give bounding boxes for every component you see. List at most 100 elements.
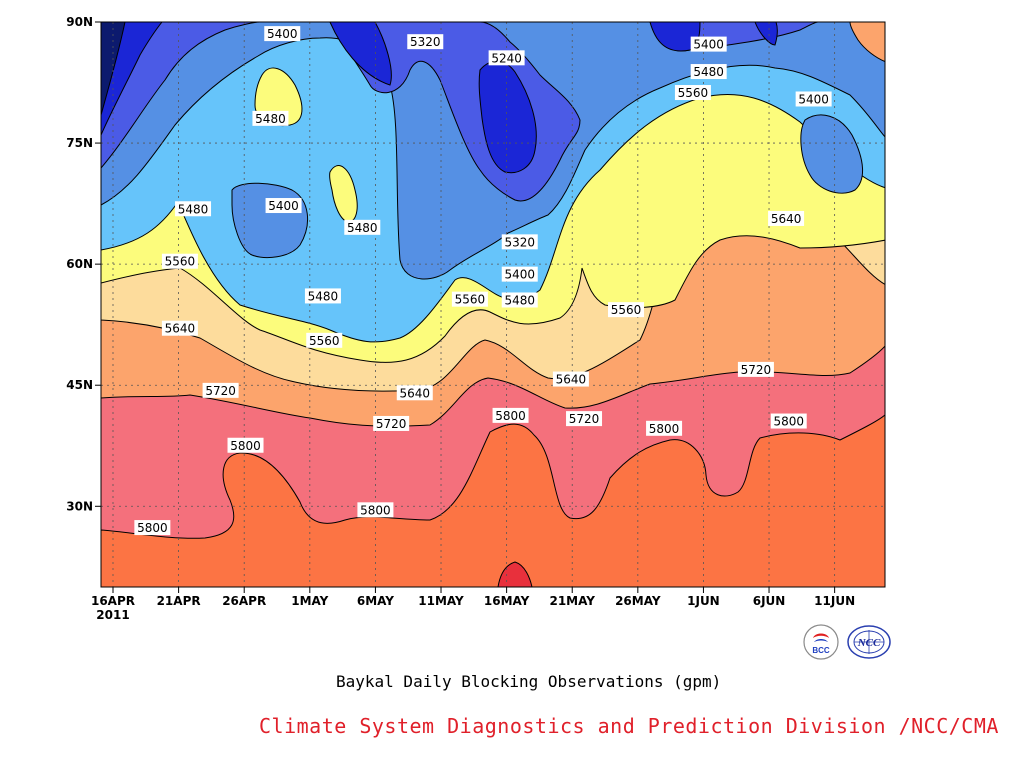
contour-label-text: 5720 (569, 412, 600, 426)
contour-label-text: 5480 (693, 65, 724, 79)
contour-label-text: 5800 (230, 439, 261, 453)
contour-label-text: 5720 (205, 384, 236, 398)
contour-label-text: 5480 (308, 289, 339, 303)
contour-label: 5320 (501, 234, 538, 250)
contour-label: 5800 (357, 502, 394, 518)
contour-label-bg (252, 110, 289, 126)
contour-label-text: 5640 (771, 212, 802, 226)
y-tick-label: 45N (66, 378, 93, 392)
contour-label-bg (161, 320, 198, 336)
contour-label: 5800 (134, 520, 171, 536)
bcc-logo-icon: BCC (803, 624, 839, 660)
contour-label-text: 5800 (649, 422, 680, 436)
contour-label: 5640 (396, 385, 433, 401)
contour-label-bg (770, 413, 807, 429)
contour-label-text: 5560 (678, 86, 709, 100)
contour-label-text: 5560 (611, 303, 642, 317)
island-5400-west (231, 182, 309, 258)
contour-label: 5720 (737, 361, 774, 377)
contour-label-text: 5800 (495, 409, 526, 423)
contour-label-bg (202, 382, 239, 398)
contour-label-bg (264, 26, 301, 42)
contour-label-text: 5800 (773, 415, 804, 429)
contour-label-bg (306, 332, 343, 348)
contour-label-bg (646, 420, 683, 436)
y-tick-label: 90N (66, 15, 93, 29)
x-tick-label: 1JUN (687, 594, 720, 608)
contour-label-text: 5320 (410, 35, 441, 49)
ncc-logo-text: NCC (857, 637, 881, 649)
contour-label: 5720 (373, 415, 410, 431)
contour-label-bg (737, 361, 774, 377)
contour-label-bg (451, 291, 488, 307)
contour-label-text: 5320 (504, 235, 535, 249)
x-tick-label: 21MAY (549, 594, 595, 608)
contour-label-bg (608, 302, 645, 318)
fill-region-5720-5800 (101, 414, 885, 587)
contour-label: 5480 (304, 288, 341, 304)
contour-chart: 16APR 21APR 26APR 1MAY 6MAY 11MAY 16MAY 21MAY 26… (66, 15, 886, 622)
plot-frame (100, 21, 886, 588)
contour-label: 5400 (690, 36, 727, 52)
contour-label-bg (566, 411, 603, 427)
x-tick-label: 11MAY (418, 594, 464, 608)
contour-label-text: 5400 (798, 92, 829, 106)
bcc-logo: BCC (801, 624, 841, 660)
contour-label: 5560 (161, 253, 198, 269)
bcc-logo-text: BCC (812, 646, 830, 655)
contour-label-bg (674, 85, 711, 101)
credit-line: Climate System Diagnostics and Predictio… (259, 714, 999, 738)
contour-label: 5720 (566, 411, 603, 427)
contour-label-text: 5560 (455, 293, 486, 307)
contour-label-text: 5480 (504, 293, 535, 307)
contour-labels: 5400 5320 5240 5400 5480 5560 5400 5480 5480 5400… (134, 26, 832, 536)
contour-label-text: 5480 (178, 202, 209, 216)
contour-label: 5560 (608, 302, 645, 318)
contour-label-bg (175, 201, 212, 217)
chart-title: Baykal Daily Blocking Observations (gpm) (336, 672, 722, 691)
contour-label-bg (134, 520, 171, 536)
contour-label-bg (690, 36, 727, 52)
contour-label: 5400 (501, 266, 538, 282)
island-5400-east (800, 114, 863, 194)
contour-label: 5640 (161, 320, 198, 336)
contour-label-bg (501, 292, 538, 308)
contour-label-text: 5400 (267, 27, 298, 41)
contour-label-bg (501, 234, 538, 250)
contour-label-text: 5720 (376, 417, 407, 431)
contour-label: 5240 (488, 50, 525, 66)
contour-label-text: 5640 (400, 386, 431, 400)
contour-label-text: 5720 (741, 363, 772, 377)
contour-label-text: 5240 (491, 51, 522, 65)
x-tick-label: 6MAY (357, 594, 394, 608)
axes: 16APR 21APR 26APR 1MAY 6MAY 11MAY 16MAY 21MAY 26… (66, 15, 855, 622)
contour-label-text: 5400 (504, 268, 535, 282)
contour-label-text: 5800 (137, 521, 168, 535)
contour-label: 5400 (264, 26, 301, 42)
contour-label-bg (357, 502, 394, 518)
contour-label: 5800 (492, 407, 529, 423)
contour-label-bg (795, 91, 832, 107)
contour-label-bg (227, 437, 264, 453)
contour-label-bg (373, 415, 410, 431)
contour-label: 5640 (552, 371, 589, 387)
contour-label: 5560 (306, 332, 343, 348)
contour-label: 5480 (501, 292, 538, 308)
contour-label-text: 5800 (360, 503, 391, 517)
x-tick-label: 26APR (222, 594, 266, 608)
y-tick-label: 60N (66, 257, 93, 271)
contour-label-bg (552, 371, 589, 387)
y-tick-label: 30N (66, 499, 93, 513)
contour-label-text: 5640 (165, 322, 196, 336)
contour-label-bg (265, 198, 302, 214)
x-tick-label: 26MAY (615, 594, 661, 608)
x-tick-label: 11JUN (814, 594, 855, 608)
contour-label: 5480 (690, 64, 727, 80)
contour-label-text: 5400 (268, 199, 299, 213)
contour-label: 5720 (202, 382, 239, 398)
contour-label: 5400 (795, 91, 832, 107)
contour-label-bg (304, 288, 341, 304)
contour-label: 5480 (252, 110, 289, 126)
fill-region-5160-5240 (101, 22, 778, 174)
contour-label: 5480 (175, 201, 212, 217)
